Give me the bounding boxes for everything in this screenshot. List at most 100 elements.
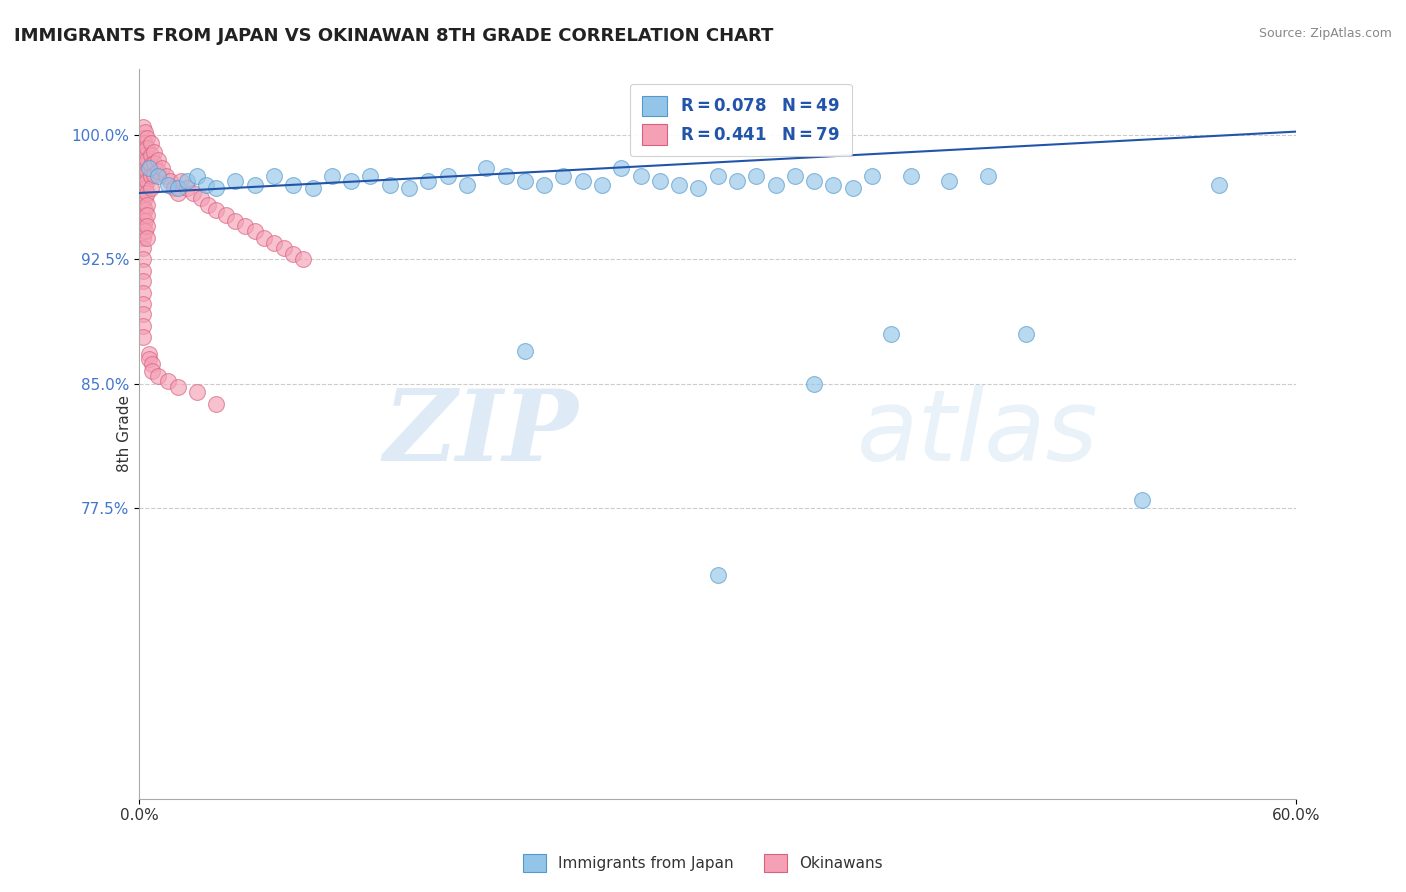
Point <box>148 169 170 184</box>
Point <box>215 208 238 222</box>
Point <box>135 141 157 155</box>
Point <box>156 178 179 192</box>
Point <box>166 186 188 200</box>
Point <box>283 178 305 192</box>
Point <box>135 219 157 234</box>
Point <box>823 178 845 192</box>
Point <box>155 169 177 184</box>
Point <box>150 161 173 175</box>
Point <box>139 136 162 151</box>
Point <box>706 567 728 582</box>
Point <box>273 241 295 255</box>
Point <box>860 169 883 184</box>
Point <box>783 169 806 184</box>
Point <box>224 214 246 228</box>
Point <box>135 164 157 178</box>
Point <box>139 181 162 195</box>
Point <box>243 224 266 238</box>
Point <box>166 380 188 394</box>
Point <box>148 164 170 178</box>
Point <box>398 181 420 195</box>
Text: Source: ZipAtlas.com: Source: ZipAtlas.com <box>1258 27 1392 40</box>
Point <box>139 169 162 184</box>
Point <box>134 224 156 238</box>
Point <box>132 264 155 278</box>
Point <box>143 168 166 182</box>
Point <box>143 156 166 170</box>
Point <box>134 125 156 139</box>
Point <box>610 161 633 175</box>
Point <box>132 153 155 167</box>
Point <box>163 181 186 195</box>
Point <box>359 169 381 184</box>
Point <box>135 197 157 211</box>
Y-axis label: 8th Grade: 8th Grade <box>117 395 132 472</box>
Point <box>134 191 156 205</box>
Point <box>1130 493 1153 508</box>
Point <box>533 178 555 192</box>
Point <box>181 186 204 200</box>
Point <box>132 174 155 188</box>
Point <box>132 186 155 200</box>
Point <box>378 178 401 192</box>
Point <box>436 169 458 184</box>
Point <box>138 161 160 175</box>
Point <box>283 247 305 261</box>
Point <box>148 153 170 167</box>
Legend: $\mathbf{R = }$$\mathbf{0.078}$   $\mathbf{N = }$$\mathbf{49}$, $\mathbf{R = }$$: $\mathbf{R = }$$\mathbf{0.078}$ $\mathbf… <box>630 84 852 156</box>
Point <box>134 202 156 217</box>
Point <box>195 178 218 192</box>
Point <box>340 174 363 188</box>
Point <box>170 174 193 188</box>
Point <box>205 181 228 195</box>
Point <box>135 153 157 167</box>
Point <box>842 181 865 195</box>
Point <box>1208 178 1230 192</box>
Text: IMMIGRANTS FROM JAPAN VS OKINAWAN 8TH GRADE CORRELATION CHART: IMMIGRANTS FROM JAPAN VS OKINAWAN 8TH GR… <box>14 27 773 45</box>
Point <box>148 368 170 383</box>
Point <box>197 197 219 211</box>
Point <box>135 174 157 188</box>
Point <box>224 174 246 188</box>
Point <box>139 148 162 162</box>
Point <box>186 169 208 184</box>
Point <box>132 330 155 344</box>
Point <box>803 174 825 188</box>
Point <box>132 318 155 333</box>
Text: ZIP: ZIP <box>384 385 579 482</box>
Point <box>553 169 575 184</box>
Point <box>132 141 155 155</box>
Point <box>977 169 1000 184</box>
Point <box>571 174 593 188</box>
Point <box>134 148 156 162</box>
Point <box>143 145 166 159</box>
Point <box>132 274 155 288</box>
Point <box>648 174 671 188</box>
Point <box>880 327 903 342</box>
Point <box>132 252 155 267</box>
Point <box>186 385 208 400</box>
Point <box>803 376 825 391</box>
Point <box>134 214 156 228</box>
Point <box>132 131 155 145</box>
Text: atlas: atlas <box>856 385 1098 483</box>
Point <box>132 241 155 255</box>
Point <box>141 357 163 371</box>
Point <box>176 174 198 188</box>
Point <box>263 169 285 184</box>
Point <box>132 197 155 211</box>
Point <box>176 181 198 195</box>
Point <box>166 181 188 195</box>
Point <box>132 164 155 178</box>
Point <box>156 374 179 388</box>
Point <box>134 158 156 172</box>
Point <box>190 191 212 205</box>
Point <box>591 178 613 192</box>
Point <box>138 351 160 366</box>
Point <box>205 397 228 411</box>
Point <box>132 297 155 311</box>
Point <box>134 181 156 195</box>
Point <box>233 219 256 234</box>
Point <box>688 181 710 195</box>
Point <box>135 208 157 222</box>
